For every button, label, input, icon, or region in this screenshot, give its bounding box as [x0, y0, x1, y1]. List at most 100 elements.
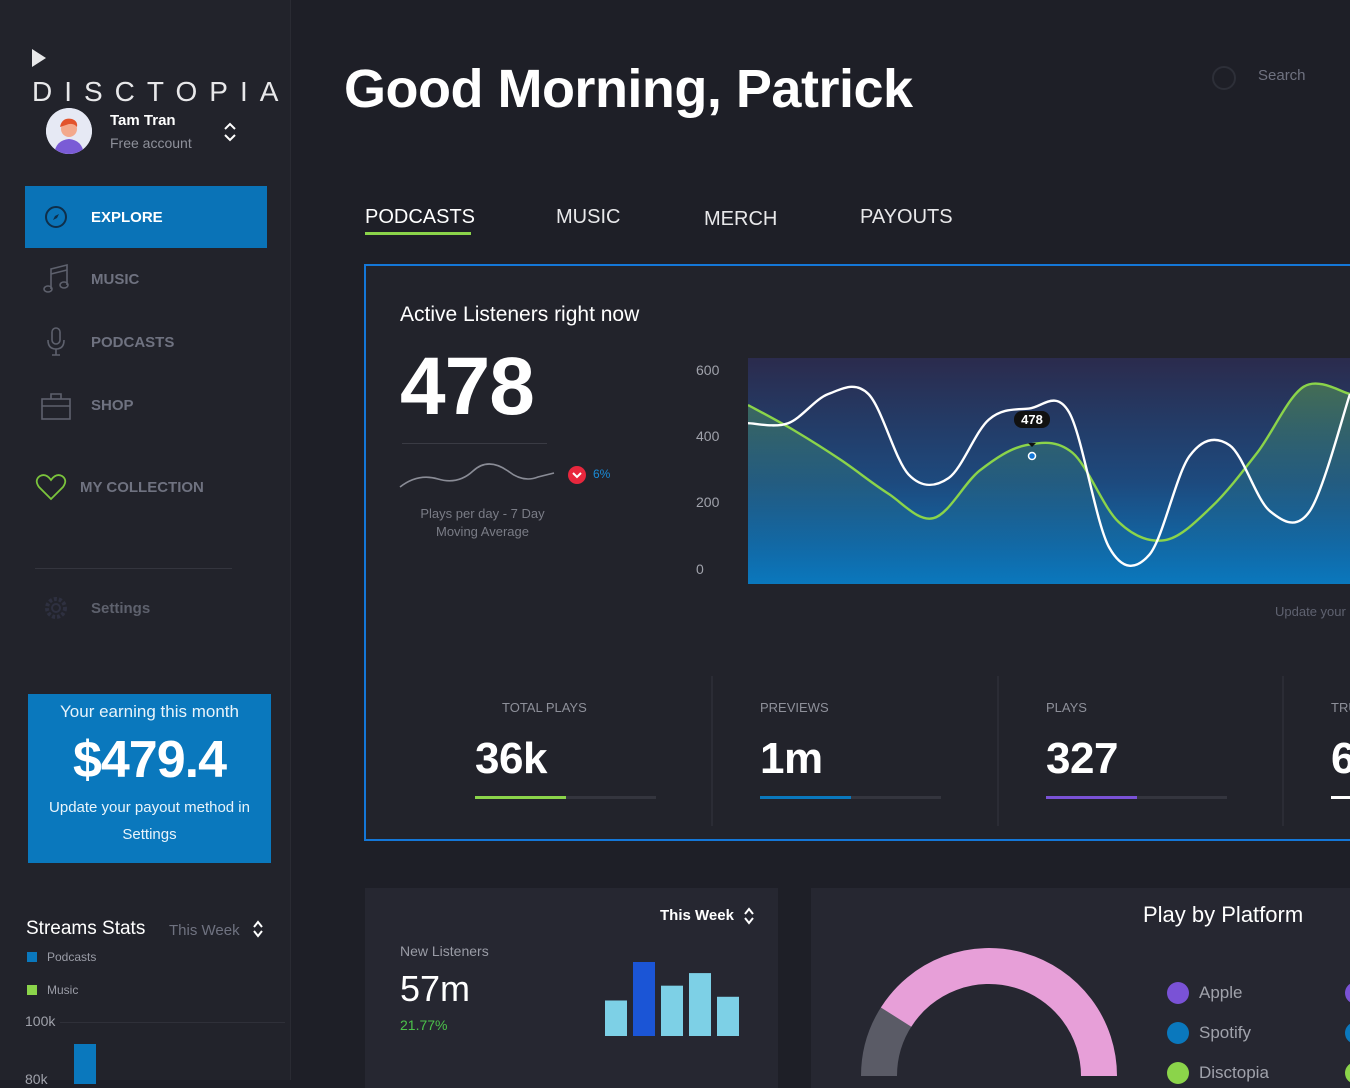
- page-title: Good Morning, Patrick: [344, 59, 913, 119]
- user-name: Tam Tran: [110, 112, 176, 129]
- active-listeners-title: Active Listeners right now: [400, 303, 640, 326]
- stat-divider: [997, 676, 999, 826]
- active-listeners-value: 478: [400, 341, 535, 432]
- stat-label-tru: TRU: [1331, 700, 1350, 715]
- platform-spotify[interactable]: Spotify: [1167, 1022, 1251, 1044]
- sidebar: DISCTOPIA Tam Tran Free account EXPLORE …: [0, 0, 291, 1087]
- platform-dot-partial: [1345, 982, 1350, 1004]
- chevron-up-down-icon[interactable]: [252, 919, 264, 941]
- earning-card[interactable]: Your earning this month $479.4 Update yo…: [28, 694, 271, 863]
- platform-apple[interactable]: Apple: [1167, 982, 1242, 1004]
- legend-label: Music: [47, 983, 79, 997]
- sidebar-item-explore[interactable]: EXPLORE: [25, 186, 267, 248]
- stat-value-total-plays: 36k: [475, 734, 547, 783]
- listeners-chart: 478: [748, 358, 1350, 584]
- earning-note: Update your payout method in Settings: [49, 799, 250, 843]
- platform-label: Apple: [1199, 983, 1243, 1002]
- platform-dot-partial: [1345, 1062, 1350, 1084]
- highlight-bubble: [1014, 411, 1050, 428]
- stat-divider: [711, 676, 713, 826]
- stat-bar-plays: [1046, 796, 1137, 799]
- gear-icon: [39, 591, 73, 625]
- tab-active-indicator: [365, 232, 471, 235]
- chart-caption: Plays per day - 7 Day Moving Average: [420, 506, 545, 539]
- platform-donut: [860, 948, 1117, 1077]
- stat-label-previews: PREVIEWS: [760, 700, 829, 715]
- search-label: Search: [1258, 67, 1306, 84]
- divider: [402, 443, 547, 444]
- highlight-label: 478: [1021, 412, 1043, 427]
- y-tick-label: 200: [696, 494, 720, 510]
- new-listeners-bar: [689, 973, 711, 1036]
- tab-podcasts[interactable]: PODCASTS: [365, 206, 476, 228]
- new-listeners-label: New Listeners: [400, 943, 489, 959]
- sidebar-item-label: EXPLORE: [91, 208, 163, 226]
- shopping-bag-icon: [39, 388, 73, 422]
- streams-bar: [74, 1044, 96, 1084]
- update-note[interactable]: Update your: [1275, 604, 1346, 619]
- sidebar-item-label: PODCASTS: [91, 333, 175, 351]
- legend-label: Podcasts: [47, 950, 97, 964]
- tab-music[interactable]: MUSIC: [556, 206, 621, 228]
- highlight-point[interactable]: [1027, 451, 1037, 461]
- sidebar-item-podcasts[interactable]: PODCASTS: [25, 311, 267, 373]
- spotify-dot: [1167, 1022, 1189, 1044]
- stat-bar-tru: [1331, 796, 1350, 799]
- user-plan: Free account: [110, 135, 192, 151]
- platform-label: Disctopia: [1199, 1063, 1269, 1082]
- new-listeners-bars: [605, 962, 739, 1036]
- stat-bar-total-plays: [475, 796, 566, 799]
- avatar: [46, 108, 92, 154]
- sidebar-divider: [35, 568, 232, 569]
- play-icon: [32, 49, 46, 67]
- axis-label: 80k: [25, 1071, 48, 1087]
- sidebar-item-label: MY COLLECTION: [80, 478, 204, 496]
- legend-music: Music: [27, 983, 78, 997]
- new-listeners-bar: [661, 985, 683, 1036]
- music-note-icon: [39, 262, 73, 296]
- app-logo[interactable]: DISCTOPIA: [32, 44, 290, 108]
- microphone-icon: [39, 325, 73, 359]
- trend-down-icon: [568, 466, 586, 484]
- new-listeners-bar: [605, 1000, 627, 1036]
- search-button[interactable]: Search: [1212, 64, 1332, 90]
- new-listeners-bar: [633, 962, 655, 1036]
- platform-label: Spotify: [1199, 1023, 1251, 1042]
- chevron-up-down-icon[interactable]: [743, 906, 755, 928]
- search-icon: [1212, 66, 1236, 90]
- y-tick-label: 0: [696, 561, 704, 577]
- apple-dot: [1167, 982, 1189, 1004]
- heart-icon: [34, 470, 68, 504]
- platform-disctopia[interactable]: Disctopia: [1167, 1062, 1269, 1084]
- y-tick-label: 400: [696, 428, 720, 444]
- tab-payouts[interactable]: PAYOUTS: [860, 206, 953, 228]
- streams-stats-range-select[interactable]: This Week: [169, 922, 240, 939]
- new-listeners-range-select[interactable]: This Week: [660, 907, 734, 924]
- sidebar-item-my-collection[interactable]: MY COLLECTION: [20, 456, 262, 518]
- series-area: [748, 383, 1350, 584]
- stat-value-plays: 327: [1046, 734, 1118, 783]
- streams-stats-title: Streams Stats: [26, 918, 146, 939]
- gridline: [60, 1022, 285, 1023]
- highlight-pointer: [1028, 443, 1036, 447]
- sparkline: [399, 463, 555, 488]
- play-by-platform-title: Play by Platform: [1143, 902, 1304, 927]
- legend-podcasts: Podcasts: [27, 950, 96, 964]
- account-switch-icon[interactable]: [222, 118, 238, 146]
- compass-icon: [39, 200, 73, 234]
- platform-dot-partial: [1345, 1022, 1350, 1044]
- sidebar-item-music[interactable]: MUSIC: [25, 248, 267, 310]
- tab-merch[interactable]: MERCH: [704, 208, 778, 230]
- donut-segment: [880, 948, 1117, 1077]
- new-listeners-value: 57m: [400, 968, 471, 1009]
- sidebar-item-shop[interactable]: SHOP: [25, 374, 267, 436]
- sidebar-item-settings[interactable]: Settings: [25, 577, 267, 639]
- user-profile[interactable]: Tam Tran Free account: [46, 108, 266, 158]
- stat-value-tru: 6: [1331, 734, 1350, 783]
- new-listeners-pct: 21.77%: [400, 1017, 448, 1033]
- stat-bar-previews: [760, 796, 851, 799]
- donut-segment: [860, 1005, 913, 1077]
- sidebar-item-label: Settings: [91, 599, 151, 617]
- series-line-white: [748, 385, 1350, 567]
- y-tick-label: 600: [696, 362, 720, 378]
